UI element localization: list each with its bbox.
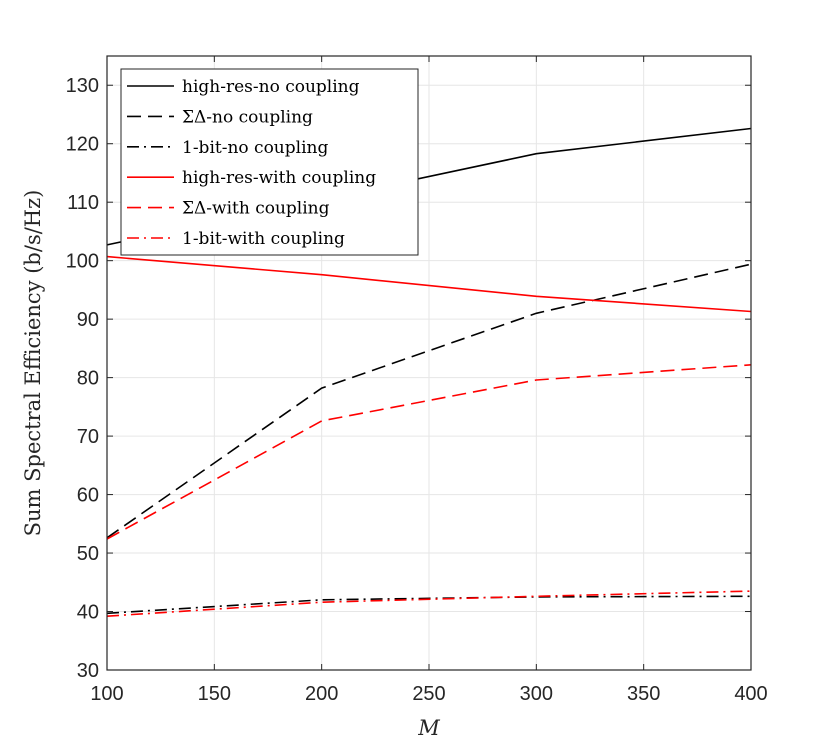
y-tick-label: 40 xyxy=(77,602,99,624)
series-line-2 xyxy=(106,595,752,615)
legend-label: high-res-with coupling xyxy=(182,168,376,188)
series-line-4 xyxy=(106,364,752,540)
y-axis: 30 40 50 60 70 80 90 100 110 120 130 xyxy=(66,75,751,682)
x-tick-label: 200 xyxy=(305,683,338,705)
y-tick-label: 80 xyxy=(77,368,99,390)
legend-label: ΣΔ-no coupling xyxy=(182,107,313,127)
legend-box xyxy=(120,68,419,256)
series-line-3 xyxy=(106,255,752,313)
y-tick-label: 120 xyxy=(66,134,99,156)
x-tick-label: 350 xyxy=(627,683,660,705)
y-tick-label: 50 xyxy=(77,543,99,565)
y-tick-label: 60 xyxy=(77,485,99,507)
y-tick-label: 110 xyxy=(67,192,99,214)
legend: high-res-no coupling ΣΔ-no coupling 1-bit-… xyxy=(120,68,419,256)
y-tick-label: 30 xyxy=(77,660,99,682)
y-tick-label: 70 xyxy=(77,426,99,448)
x-axis: 100 150 200 250 300 350 400 xyxy=(90,56,768,705)
legend-label: 1-bit-no coupling xyxy=(182,138,328,158)
y-tick-label: 100 xyxy=(66,251,99,273)
series-line-5 xyxy=(106,590,752,617)
x-tick-label: 400 xyxy=(734,683,767,705)
legend-label: 1-bit-with coupling xyxy=(182,229,345,249)
x-tick-label: 300 xyxy=(520,683,553,705)
y-tick-label: 130 xyxy=(66,75,99,97)
series-line-1 xyxy=(106,263,752,539)
y-tick-label: 90 xyxy=(77,309,99,331)
legend-label: ΣΔ-with coupling xyxy=(182,199,330,219)
x-tick-label: 250 xyxy=(412,683,445,705)
x-tick-label: 100 xyxy=(90,683,123,705)
x-tick-label: 150 xyxy=(198,683,231,705)
x-axis-label: M xyxy=(417,716,440,740)
legend-label: high-res-no coupling xyxy=(182,77,360,97)
y-axis-label: Sum Spectral Efficiency (b/s/Hz) xyxy=(21,190,45,537)
